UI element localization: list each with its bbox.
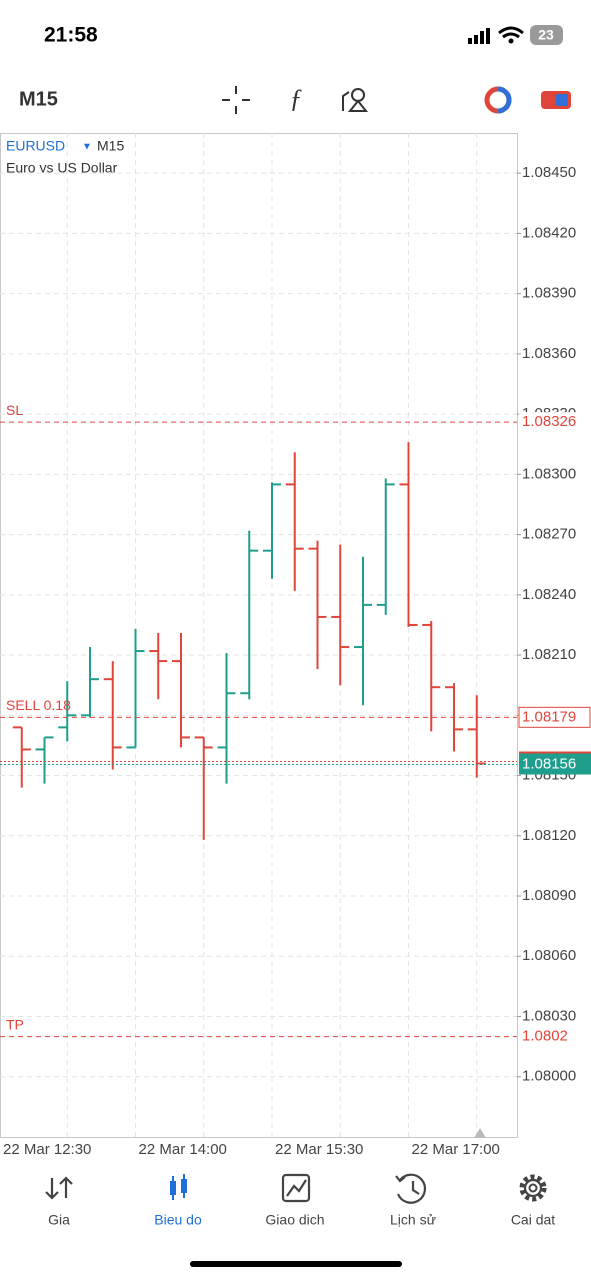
one-click-knob: [556, 94, 568, 106]
nav-label[interactable]: Bieu do: [154, 1212, 202, 1228]
y-tick-label: 1.08060: [522, 947, 576, 964]
price-box: [519, 752, 591, 775]
y-tick-label: 1.08390: [522, 285, 576, 302]
objects-button[interactable]: [342, 88, 369, 112]
level-price-box: [519, 1026, 590, 1047]
nav-icon: [170, 1174, 187, 1200]
nav-icon: [281, 1173, 311, 1203]
level-label: TP: [6, 1016, 24, 1032]
chart-area: [0, 133, 518, 1138]
home-indicator: [190, 1261, 402, 1267]
x-tick-label: 22 Mar 15:30: [275, 1141, 363, 1158]
y-tick-label: 1.08240: [522, 586, 576, 603]
crosshair-button[interactable]: [222, 86, 250, 114]
level-label: SELL 0.18: [6, 697, 71, 713]
wifi-dot: [508, 38, 514, 44]
signal-icon: [468, 28, 490, 44]
y-tick-label: 1.08030: [522, 1007, 576, 1024]
symbol-dropdown[interactable]: ▼: [82, 142, 92, 153]
x-tick-label: 22 Mar 12:30: [3, 1141, 91, 1158]
battery: [530, 25, 563, 45]
level-price-box: [519, 412, 590, 433]
y-tick-label: 1.08450: [522, 164, 576, 181]
level-price: 1.08326: [522, 413, 576, 430]
x-tick-label: 22 Mar 14:00: [139, 1141, 227, 1158]
nav-label[interactable]: Gia: [48, 1212, 70, 1228]
y-tick-label: 1.08210: [522, 646, 576, 663]
symbol[interactable]: EURUSD: [6, 138, 65, 154]
timeframe-button[interactable]: M15: [19, 88, 58, 110]
trade-button-half: [497, 86, 512, 114]
y-tick-label: 1.08120: [522, 827, 576, 844]
nav-icon: [45, 1176, 73, 1200]
price-label: 1.08156: [522, 755, 576, 772]
wifi-icon: [498, 26, 524, 39]
symbol-description: Euro vs US Dollar: [6, 160, 118, 176]
clock: 21:58: [44, 24, 98, 47]
scroll-marker: [474, 1128, 486, 1138]
x-tick-label: 22 Mar 17:00: [412, 1141, 500, 1158]
y-tick-label: 1.08090: [522, 887, 576, 904]
level-price-box: [518, 706, 591, 728]
y-tick-label: 1.08270: [522, 526, 576, 543]
y-tick-label: 1.08000: [522, 1068, 576, 1085]
level-price: 1.0802: [522, 1028, 568, 1045]
nav-label[interactable]: Giao dich: [265, 1212, 324, 1228]
y-tick-label: 1.08420: [522, 224, 576, 241]
bottom-nav: [45, 1173, 547, 1204]
chart: SL SELL 0.18 TP: [0, 133, 517, 1137]
level-price: 1.08179: [522, 708, 576, 725]
level-label: SL: [6, 402, 23, 418]
nav-icon: [519, 1174, 547, 1202]
indicators-button[interactable]: ƒ: [290, 84, 303, 113]
chart-timeframe: M15: [97, 138, 124, 154]
nav-label[interactable]: Cai dat: [511, 1212, 555, 1228]
y-tick-label: 1.08300: [522, 465, 576, 482]
nav-icon: [395, 1173, 427, 1204]
battery-level: 23: [538, 27, 554, 43]
y-tick-label: 1.08360: [522, 345, 576, 362]
nav-label[interactable]: Lịch sử: [390, 1212, 436, 1228]
